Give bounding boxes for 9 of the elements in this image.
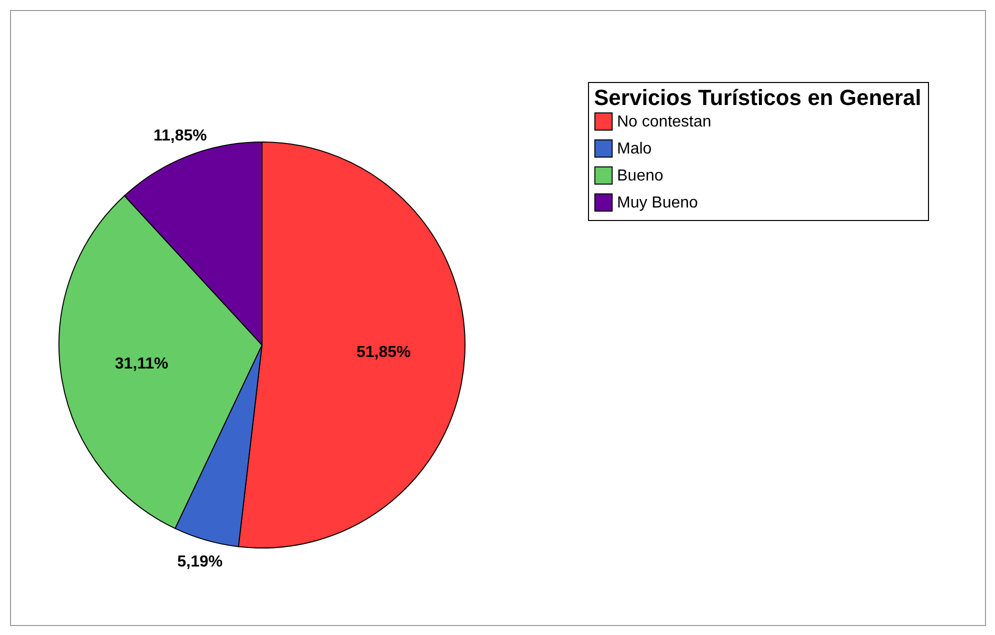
legend-label: Muy Bueno (617, 194, 698, 212)
legend-label: Malo (617, 140, 652, 158)
legend-title: Servicios Turísticos en General (594, 85, 922, 110)
data-label: 51,85% (356, 344, 411, 362)
legend-label: No contestan (617, 114, 712, 130)
data-label: 5,19% (177, 553, 223, 570)
data-label: 11,85% (153, 127, 207, 144)
data-label: 31,11% (114, 355, 168, 372)
legend-label: Bueno (617, 168, 664, 184)
